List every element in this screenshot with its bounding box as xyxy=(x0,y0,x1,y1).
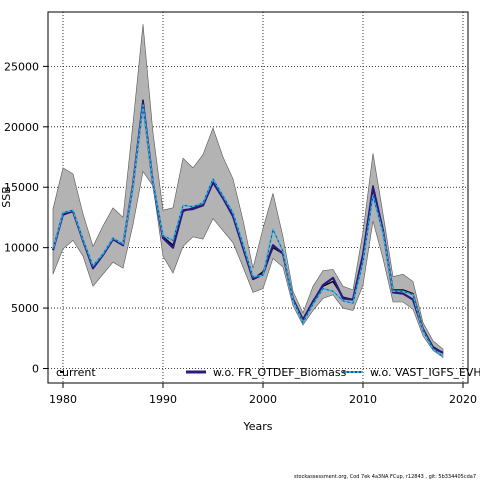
x-axis: 1980 1990 2000 2010 2020 xyxy=(49,383,477,406)
plot-frame xyxy=(47,11,469,384)
y-tick-label: 25000 xyxy=(4,60,39,73)
x-tick-label: 1980 xyxy=(49,393,77,406)
series-line-vast-igfs xyxy=(52,104,444,358)
confidence-band xyxy=(52,24,444,359)
y-tick-label: 20000 xyxy=(4,121,39,134)
confidence-band-area xyxy=(52,24,444,359)
legend: current w.o. FR_OTDEF_Biomass w.o. VAST_… xyxy=(56,366,480,379)
y-tick-label: 15000 xyxy=(4,181,39,194)
x-tick-label: 2000 xyxy=(249,393,277,406)
y-axis-title: SSB xyxy=(0,186,13,208)
legend-label-fr-otdef: w.o. FR_OTDEF_Biomass xyxy=(213,366,347,379)
series-line-fr-otdef xyxy=(51,101,444,354)
y-tick-label: 10000 xyxy=(4,242,39,255)
y-tick-label: 5000 xyxy=(11,302,39,315)
x-tick-label: 2020 xyxy=(449,393,477,406)
legend-label-vast-igfs: w.o. VAST_IGFS_EVHOE xyxy=(370,366,480,379)
y-axis: 0 5000 10000 15000 20000 25000 xyxy=(4,60,48,375)
x-tick-label: 2010 xyxy=(349,393,377,406)
x-axis-title: Years xyxy=(242,420,272,433)
legend-label-current: current xyxy=(56,366,96,379)
series-lines xyxy=(51,99,444,358)
grid-lines xyxy=(48,12,468,383)
x-tick-label: 1990 xyxy=(149,393,177,406)
y-tick-label: 0 xyxy=(32,362,39,375)
footer-note: stockassessment.org, Cod 7ek 4a3NA FCup,… xyxy=(294,474,476,480)
